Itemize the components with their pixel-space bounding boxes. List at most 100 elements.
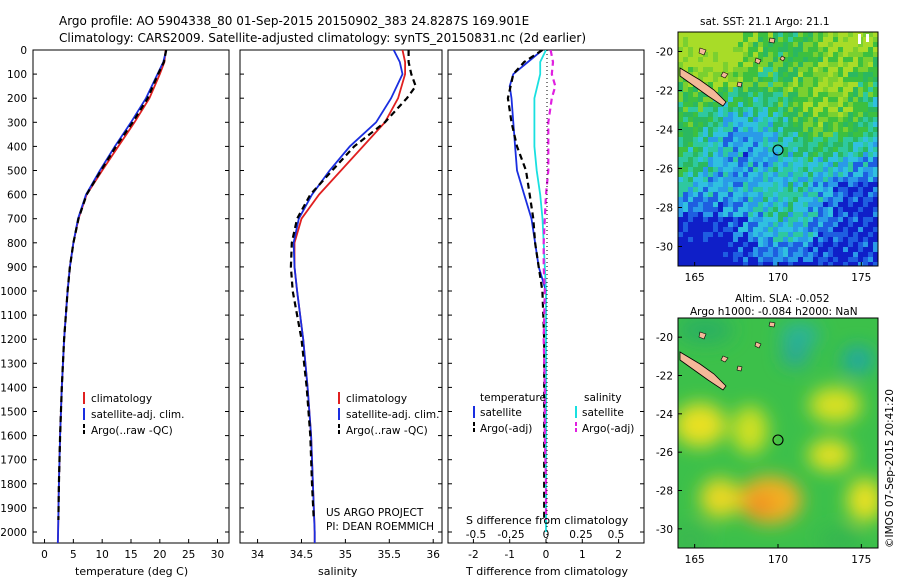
heatmap-cell [773, 157, 779, 163]
heatmap-cell [838, 252, 844, 258]
heatmap-cell [788, 92, 794, 98]
heatmap-cell [803, 107, 809, 113]
heatmap-cell [778, 107, 784, 113]
heatmap-cell [693, 92, 699, 98]
heatmap-cell [763, 172, 769, 178]
heatmap-cell [748, 162, 754, 168]
heatmap-cell [698, 132, 704, 138]
heatmap-cell [768, 177, 774, 183]
heatmap-cell [738, 217, 744, 223]
heatmap-cell [703, 107, 709, 113]
heatmap-cell [823, 82, 829, 88]
heatmap-cell [743, 142, 749, 148]
heatmap-cell [793, 157, 799, 163]
heatmap-cell [768, 252, 774, 258]
heatmap-cell [723, 257, 729, 263]
heatmap-cell [868, 77, 874, 83]
heatmap-cell [733, 212, 739, 218]
heatmap-cell [743, 187, 749, 193]
heatmap-cell [733, 192, 739, 198]
heatmap-cell [678, 222, 684, 228]
heatmap-cell [758, 202, 764, 208]
heatmap-cell [833, 182, 839, 188]
heatmap-cell [718, 247, 724, 253]
heatmap-cell [763, 182, 769, 188]
legend-label: Argo(..raw -QC) [91, 425, 173, 437]
heatmap-cell [713, 102, 719, 108]
heatmap-cell [843, 152, 849, 158]
heatmap-cell [843, 137, 849, 143]
heatmap-cell [818, 107, 824, 113]
heatmap-cell [713, 82, 719, 88]
heatmap-cell [833, 257, 839, 263]
heatmap-cell [873, 107, 878, 113]
legend-sal-title: salinity [584, 392, 622, 404]
heatmap-cell [763, 122, 769, 128]
heatmap-cell [783, 37, 789, 43]
heatmap-cell [788, 232, 794, 238]
heatmap-cell [823, 87, 829, 93]
heatmap-cell [748, 252, 754, 258]
heatmap-cell [793, 112, 799, 118]
heatmap-cell [813, 127, 819, 133]
heatmap-cell [678, 82, 684, 88]
depth-tick-label: 1400 [0, 382, 27, 394]
heatmap-cell [843, 202, 849, 208]
heatmap-cell [753, 172, 759, 178]
heatmap-cell [838, 202, 844, 208]
heatmap-cell [703, 177, 709, 183]
heatmap-cell [708, 247, 714, 253]
heatmap-cell [708, 122, 714, 128]
heatmap-cell [733, 252, 739, 258]
heatmap-cell [748, 112, 754, 118]
heatmap-cell [803, 212, 809, 218]
heatmap-cell [853, 257, 859, 263]
heatmap-cell [688, 57, 694, 63]
heatmap-cell [728, 207, 734, 213]
heatmap-cell [793, 77, 799, 83]
heatmap-cell [708, 237, 714, 243]
heatmap-cell [873, 152, 878, 158]
heatmap-cell [783, 222, 789, 228]
heatmap-cell [728, 102, 734, 108]
heatmap-cell [858, 192, 864, 198]
heatmap-cell [788, 57, 794, 63]
heatmap-cell [758, 262, 764, 266]
heatmap-cell [853, 167, 859, 173]
heatmap-cell [788, 117, 794, 123]
heatmap-cell [788, 112, 794, 118]
heatmap-cell [833, 132, 839, 138]
heatmap-cell [803, 237, 809, 243]
heatmap-cell [833, 112, 839, 118]
heatmap-cell [748, 197, 754, 203]
heatmap-cell [773, 117, 779, 123]
heatmap-cell [793, 97, 799, 103]
heatmap-cell [833, 152, 839, 158]
heatmap-cell [788, 122, 794, 128]
heatmap-cell [718, 82, 724, 88]
heatmap-cell [758, 252, 764, 258]
heatmap-cell [823, 77, 829, 83]
heatmap-cell [818, 232, 824, 238]
heatmap-cell [863, 67, 869, 73]
heatmap-cell [833, 62, 839, 68]
heatmap-cell [808, 92, 814, 98]
heatmap-cell [708, 112, 714, 118]
heatmap-cell [738, 247, 744, 253]
heatmap-cell [698, 157, 704, 163]
heatmap-cell [688, 242, 694, 248]
heatmap-cell [678, 107, 684, 113]
heatmap-cell [733, 57, 739, 63]
heatmap-cell [818, 82, 824, 88]
heatmap-cell [778, 62, 784, 68]
heatmap-cell [778, 252, 784, 258]
heatmap-cell [748, 77, 754, 83]
heatmap-cell [868, 62, 874, 68]
heatmap-cell [793, 72, 799, 78]
heatmap-cell [798, 102, 804, 108]
heatmap-cell [873, 32, 878, 38]
heatmap-cell [753, 72, 759, 78]
heatmap-cell [768, 147, 774, 153]
heatmap-cell [733, 62, 739, 68]
heatmap-cell [733, 157, 739, 163]
